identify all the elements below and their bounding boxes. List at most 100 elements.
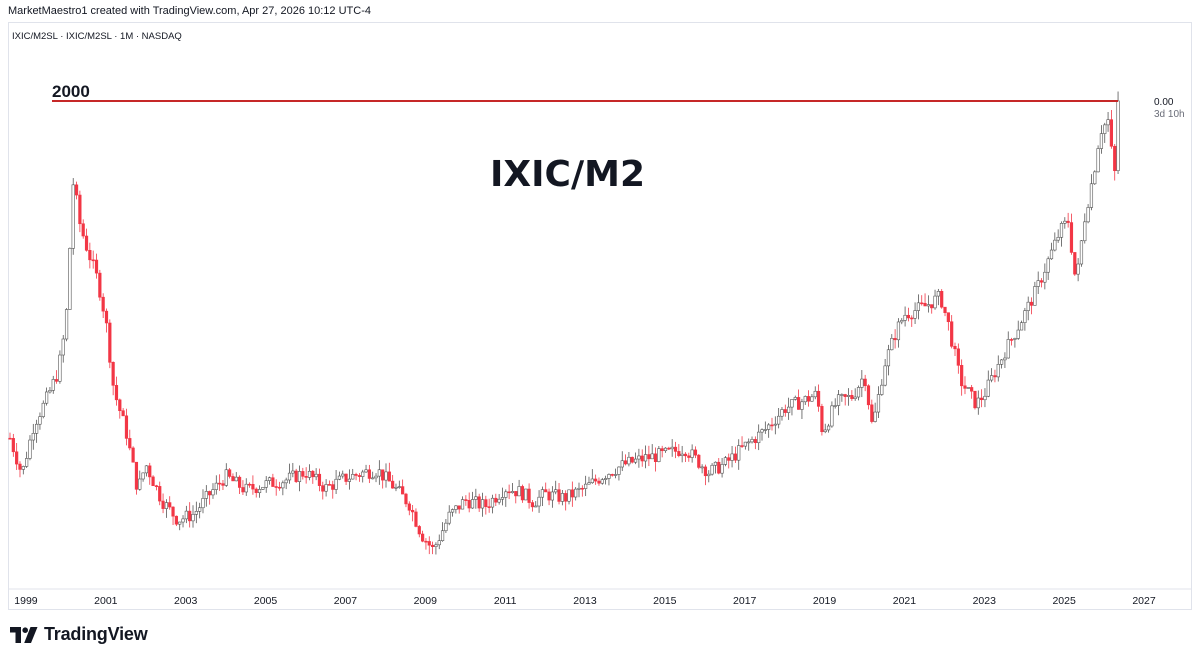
candle-body <box>504 491 508 498</box>
candle-body <box>896 321 901 341</box>
candle-body <box>1026 301 1030 311</box>
candle-body <box>550 491 554 501</box>
candle-body <box>697 454 701 468</box>
candle-body <box>943 306 947 313</box>
candle-body <box>1096 148 1100 173</box>
candle-body <box>1019 322 1024 331</box>
candle-body <box>607 474 611 479</box>
candle-body <box>267 477 272 481</box>
candle-body <box>936 291 940 297</box>
candle-body <box>923 302 927 307</box>
candle-body <box>1023 310 1027 323</box>
candle-body <box>367 469 371 479</box>
candle-body <box>354 474 358 476</box>
candle-body <box>677 451 681 456</box>
candle-body <box>647 454 651 460</box>
candle-body <box>920 302 924 305</box>
candle-body <box>231 476 235 482</box>
candle-body <box>297 471 302 482</box>
candle-body <box>111 361 115 386</box>
candle-body <box>750 439 754 443</box>
candle-body <box>673 446 678 452</box>
x-tick-label: 2023 <box>973 595 997 607</box>
candle-body <box>667 447 671 450</box>
candle-body <box>138 478 142 490</box>
candle-body <box>68 248 72 310</box>
candle-body <box>657 448 661 462</box>
candle-body <box>317 473 322 486</box>
candle-body <box>228 469 232 477</box>
candle-body <box>640 455 644 462</box>
candle-body <box>261 486 265 490</box>
candle-body <box>497 498 501 503</box>
candle-body <box>717 461 721 474</box>
candle-body <box>777 415 781 425</box>
x-tick-label: 2007 <box>334 595 358 607</box>
candle-body <box>933 295 937 309</box>
candle-body <box>194 511 198 515</box>
candle-body <box>727 457 731 461</box>
candle-body <box>21 466 25 470</box>
candle-body <box>600 479 604 484</box>
candle-body <box>404 493 408 505</box>
candle-body <box>890 338 894 351</box>
candle-body <box>144 465 149 474</box>
candle-body <box>104 310 109 324</box>
candle-body <box>856 387 861 398</box>
candle-body <box>61 338 65 356</box>
candle-body <box>11 438 15 453</box>
candle-body <box>178 521 182 525</box>
candle-body <box>58 354 62 382</box>
candle-body <box>544 489 548 493</box>
candle-body <box>1029 301 1034 306</box>
candle-body <box>806 396 811 402</box>
candle-body <box>94 259 99 274</box>
candle-body <box>84 235 89 251</box>
candle-body <box>114 385 119 401</box>
candle-body <box>25 458 29 467</box>
candle-body <box>294 470 298 482</box>
candle-body <box>970 387 974 392</box>
candle-body <box>237 476 242 488</box>
x-tick-label: 2015 <box>653 595 677 607</box>
candle-body <box>440 530 445 541</box>
candle-body <box>730 453 734 461</box>
candle-body <box>753 439 757 444</box>
candle-body <box>587 482 591 485</box>
x-tick-label: 2005 <box>254 595 278 607</box>
candle-body <box>98 272 102 298</box>
candle-body <box>976 397 980 409</box>
candle-body <box>803 396 807 403</box>
candle-body <box>850 394 854 399</box>
candle-body <box>843 394 847 397</box>
candle-body <box>154 485 159 488</box>
candle-body <box>950 321 954 347</box>
candle-body <box>1053 239 1057 251</box>
candle-body <box>257 489 262 494</box>
candle-body <box>81 223 85 237</box>
tradingview-logo[interactable]: TradingView <box>10 624 148 645</box>
candle-body <box>866 385 871 406</box>
candle-body <box>703 466 708 477</box>
candle-body <box>520 486 525 501</box>
candle-body <box>604 478 608 480</box>
symbol-line[interactable]: IXIC/M2SL · IXIC/M2SL · 1M · NASDAQ <box>12 31 182 42</box>
candle-body <box>490 497 495 508</box>
candle-body <box>1116 100 1120 172</box>
candle-body <box>757 431 761 444</box>
candle-body <box>1099 133 1104 149</box>
candle-body <box>201 498 205 509</box>
candle-body <box>760 429 764 433</box>
candle-body <box>341 473 345 477</box>
candle-body <box>1056 236 1060 241</box>
candle-body <box>384 471 388 481</box>
candle-body <box>900 320 904 323</box>
candle-body <box>910 317 914 320</box>
candle-body <box>870 404 874 422</box>
candle-body <box>996 364 1000 378</box>
candle-body <box>331 484 335 490</box>
candle-body <box>158 486 162 502</box>
candle-body <box>903 314 907 321</box>
candle-body <box>264 480 268 488</box>
